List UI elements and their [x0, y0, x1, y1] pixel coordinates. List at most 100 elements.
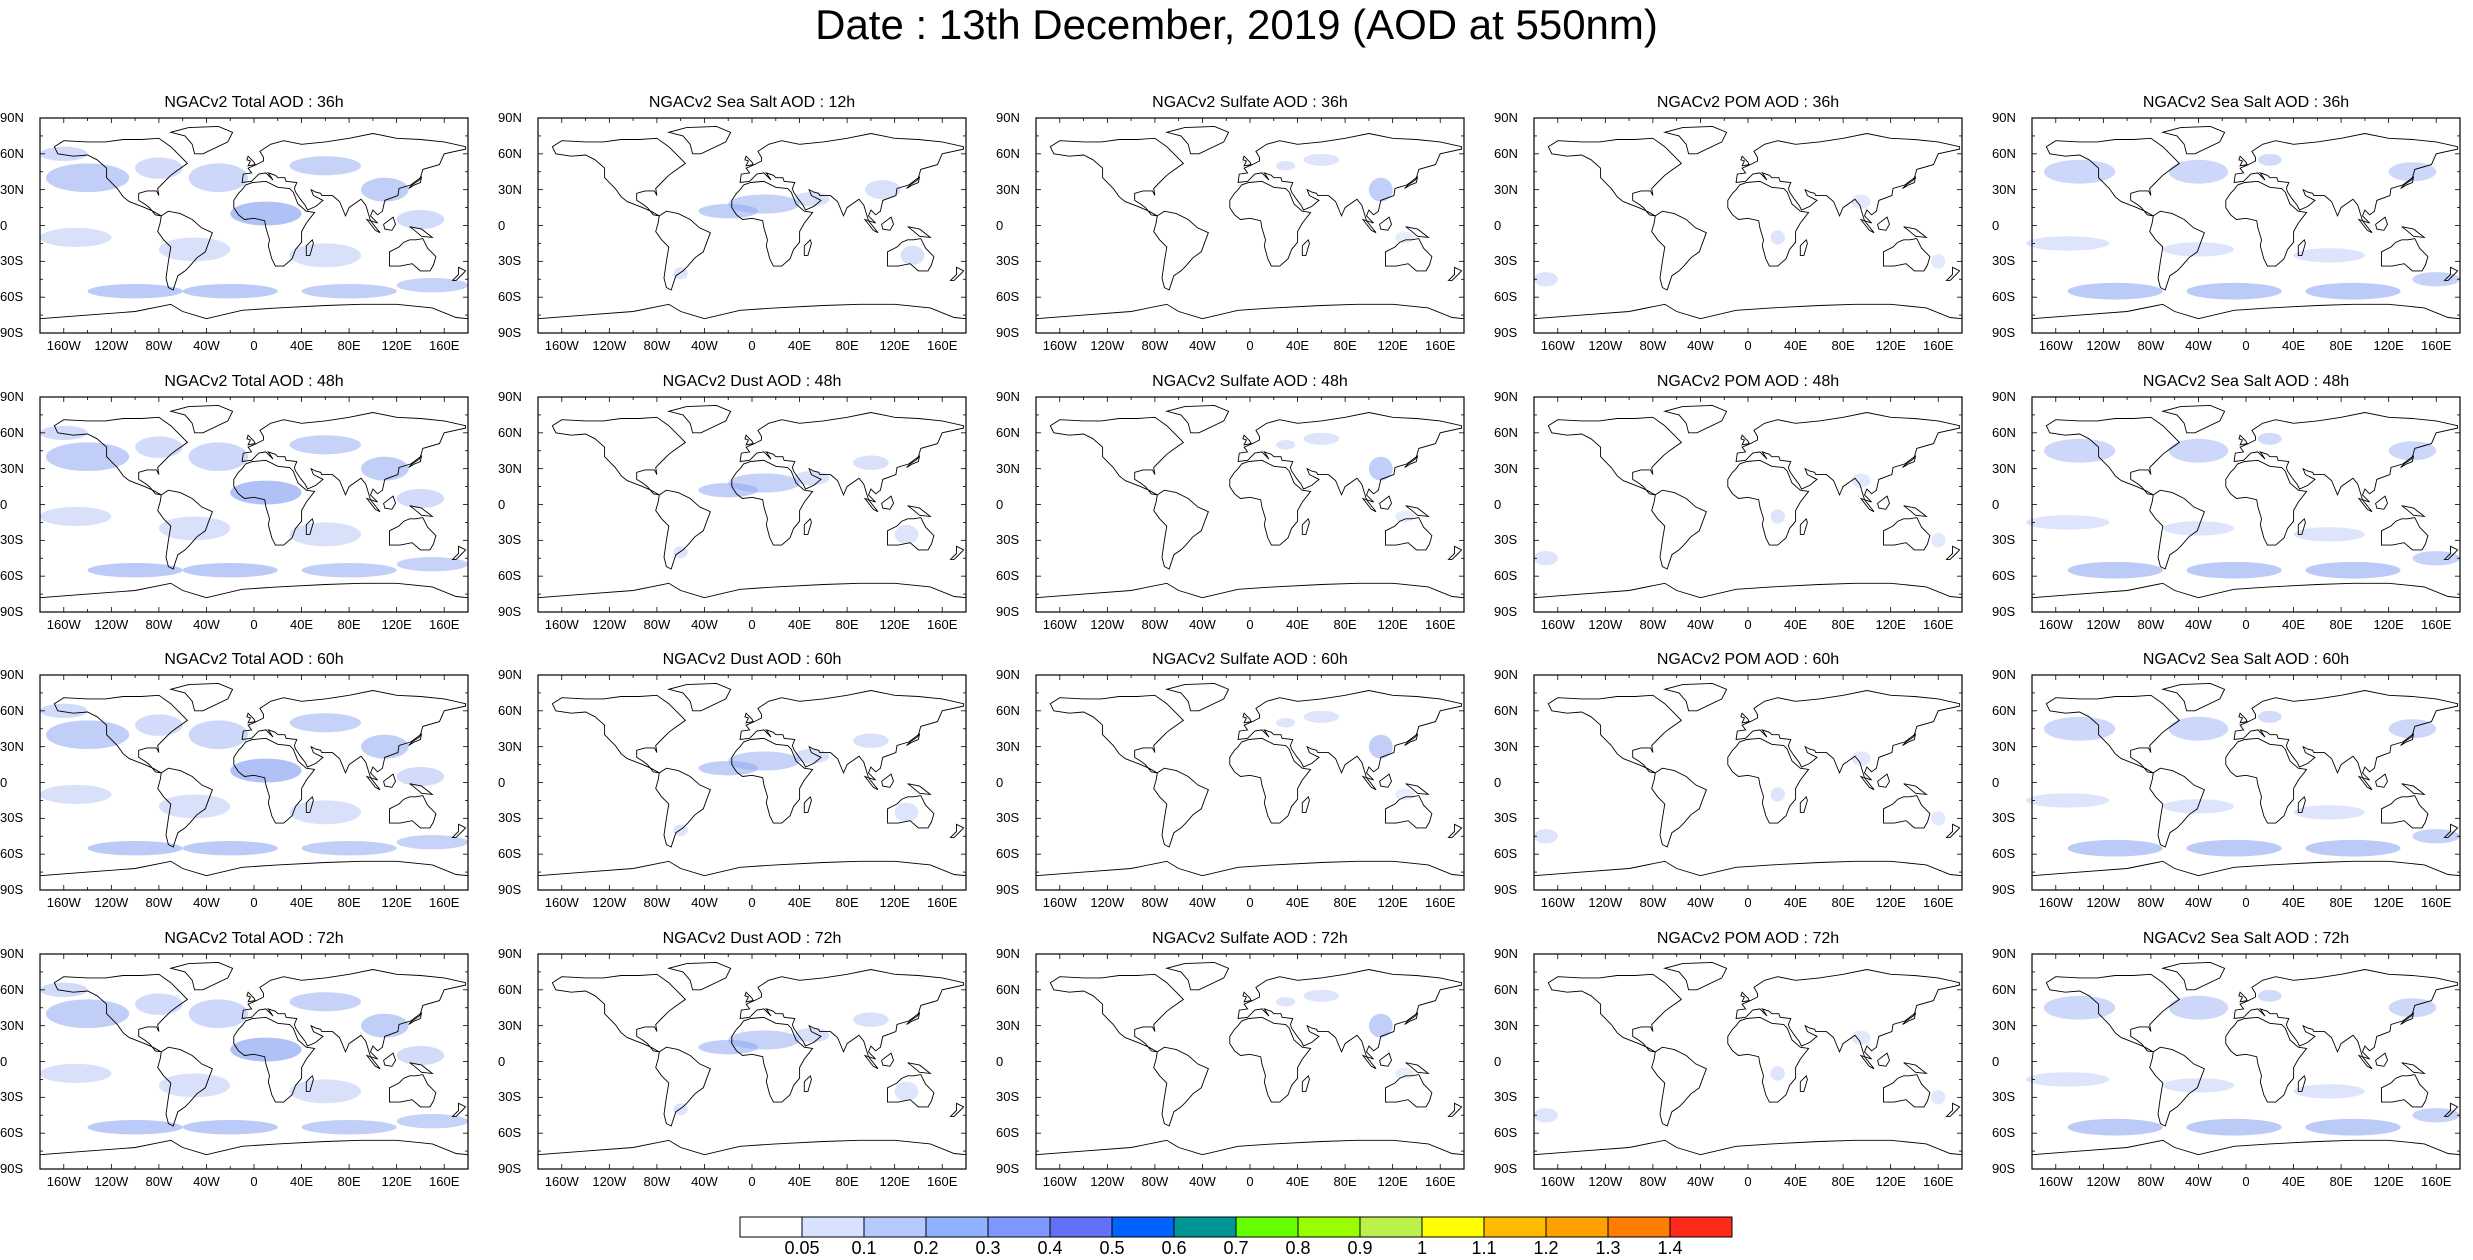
coastline [241, 412, 467, 503]
aod-field-blob [158, 1073, 231, 1098]
latitude-tick-label: 90S [1992, 1161, 2016, 1176]
aod-field-blob [853, 733, 889, 748]
aod-field-blob [301, 841, 397, 856]
aod-field-blob [2257, 153, 2282, 166]
latitude-tick-label: 90S [1992, 604, 2016, 619]
aod-field-blob [1770, 787, 1785, 802]
longitude-tick-label: 0 [250, 617, 258, 632]
longitude-tick-label: 120W [2086, 895, 2121, 910]
coastline [1727, 737, 1810, 824]
aod-field-blob [396, 557, 469, 572]
latitude-tick-label: 60S [996, 289, 1020, 305]
aod-field-blob [301, 1120, 397, 1135]
latitude-tick-label: 60S [1992, 1125, 2016, 1141]
aod-field-blob [361, 1013, 409, 1038]
longitude-tick-label: 0 [1744, 1174, 1752, 1189]
aod-field-blob [2305, 282, 2401, 300]
aod-field-blob [40, 703, 88, 718]
coastline [863, 1054, 879, 1070]
panel-title: NGACv2 Sea Salt AOD : 36h [2142, 94, 2350, 111]
coastline [1877, 773, 1890, 788]
longitude-tick-label: 40W [1189, 895, 1216, 910]
coastline [667, 404, 732, 434]
coastline [1859, 1054, 1875, 1070]
coastline [1547, 694, 1683, 774]
coastline [1035, 860, 1465, 877]
longitude-tick-label: 0 [250, 338, 258, 353]
coastline [408, 176, 423, 189]
coastline [1903, 783, 1928, 796]
coastline [451, 266, 467, 281]
coastline [1902, 176, 1917, 189]
longitude-tick-label: 0 [748, 1174, 756, 1189]
aod-field-blob [361, 734, 409, 759]
coastline [2031, 582, 2461, 599]
panel-title: NGACv2 POM AOD : 36h [1656, 94, 1840, 111]
longitude-tick-label: 160E [429, 338, 460, 353]
coastline [2381, 795, 2429, 829]
longitude-tick-label: 80E [835, 895, 859, 910]
longitude-tick-label: 120W [94, 338, 129, 353]
world-map [39, 117, 469, 334]
longitude-tick-label: 160E [1425, 895, 1456, 910]
longitude-tick-label: 120W [1588, 1174, 1623, 1189]
aod-field-blob [230, 758, 302, 783]
longitude-tick-label: 120W [1090, 338, 1125, 353]
world-map [2026, 396, 2461, 613]
longitude-tick-label: 160E [1923, 1174, 1954, 1189]
coastline [906, 176, 921, 189]
coastline [744, 155, 754, 167]
coastline [1237, 133, 1463, 224]
latitude-tick-label: 0 [1494, 217, 1502, 233]
coastline [451, 823, 467, 838]
coastline [1945, 266, 1961, 281]
aod-field-blob [289, 800, 361, 825]
latitude-tick-label: 90N [1494, 389, 1518, 404]
aod-field-blob [396, 1045, 445, 1066]
longitude-tick-label: 160W [1042, 895, 1077, 910]
coastline [1153, 210, 1209, 291]
coastline [907, 1062, 932, 1075]
coastline [1945, 1102, 1961, 1117]
longitude-tick-label: 120E [381, 338, 412, 353]
coastline [551, 137, 687, 217]
longitude-tick-label: 160W [46, 895, 81, 910]
aod-field-blob [1395, 1067, 1415, 1080]
coastline [537, 860, 967, 877]
longitude-tick-label: 120E [1875, 1174, 1906, 1189]
aod-field-blob [2412, 829, 2460, 844]
latitude-tick-label: 60N [996, 981, 1020, 997]
coastline [863, 218, 879, 234]
latitude-tick-label: 60S [1494, 846, 1518, 862]
longitude-tick-label: 160E [2421, 895, 2452, 910]
coastline [1727, 180, 1810, 267]
longitude-tick-label: 160W [46, 338, 81, 353]
coastline [2161, 404, 2226, 434]
longitude-tick-label: 120E [2373, 617, 2404, 632]
longitude-tick-label: 120E [1377, 1174, 1408, 1189]
coastline [907, 505, 932, 518]
aod-field-blob [1931, 254, 1946, 269]
latitude-tick-label: 90S [1494, 1161, 1518, 1176]
longitude-tick-label: 0 [2242, 338, 2250, 353]
latitude-tick-label: 30N [498, 738, 522, 754]
longitude-tick-label: 160W [1042, 338, 1077, 353]
coastline [1165, 961, 1230, 991]
longitude-tick-label: 120E [879, 895, 910, 910]
coastline [2401, 783, 2426, 796]
coastline [1859, 775, 1875, 791]
longitude-tick-label: 40W [1189, 338, 1216, 353]
aod-field-blob [40, 982, 88, 997]
longitude-tick-label: 80W [2137, 895, 2165, 910]
coastline [1405, 1062, 1430, 1075]
latitude-tick-label: 90N [996, 389, 1020, 404]
coastline [949, 1102, 965, 1117]
panel-title: NGACv2 Sea Salt AOD : 12h [648, 94, 856, 111]
latitude-tick-label: 0 [498, 217, 506, 233]
longitude-tick-label: 0 [250, 895, 258, 910]
aod-field-blob [188, 999, 249, 1029]
coastline [906, 733, 921, 746]
world-map [537, 117, 967, 334]
longitude-tick-label: 80E [2329, 1174, 2353, 1189]
world-map [537, 953, 967, 1170]
